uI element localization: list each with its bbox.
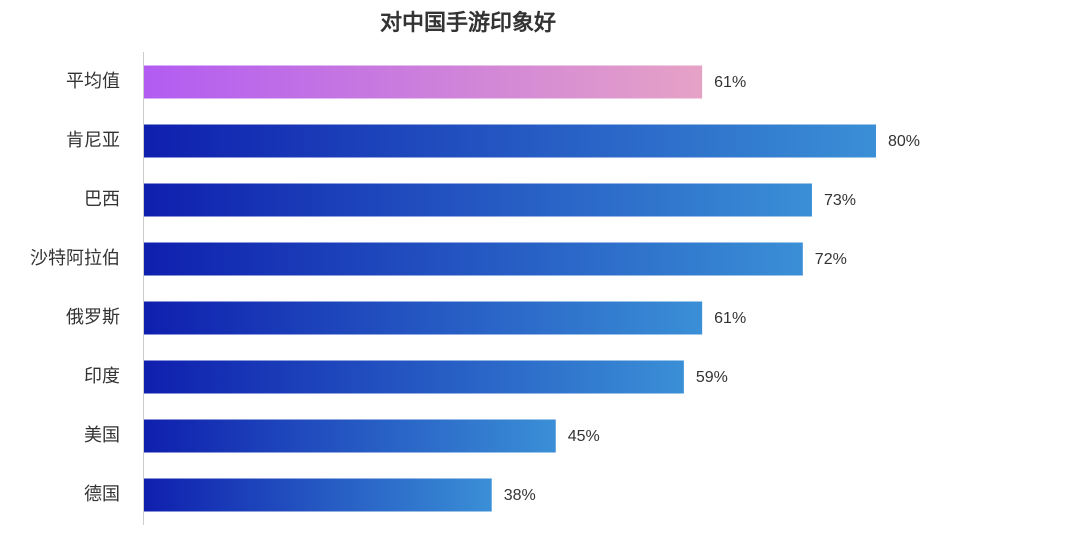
value-label: 61%: [714, 74, 746, 91]
category-label: 俄罗斯: [66, 307, 120, 328]
category-label: 巴西: [84, 189, 120, 210]
bar: [144, 360, 684, 394]
value-label: 45%: [568, 428, 600, 445]
category-label: 沙特阿拉伯: [30, 248, 120, 269]
bar: [144, 124, 876, 158]
category-label: 平均值: [66, 71, 120, 92]
value-label: 80%: [888, 133, 920, 150]
value-label: 72%: [815, 251, 847, 268]
value-label: 61%: [714, 310, 746, 327]
value-label: 73%: [824, 192, 856, 209]
bar: [144, 301, 703, 335]
value-label: 38%: [504, 487, 536, 504]
category-label: 印度: [84, 366, 120, 387]
category-label: 德国: [84, 484, 120, 505]
category-label: 美国: [84, 425, 120, 446]
bar: [144, 478, 492, 512]
bar: [144, 183, 812, 217]
bar: [144, 242, 803, 276]
bar: [144, 419, 556, 453]
chart-title: 对中国手游印象好: [380, 10, 556, 36]
value-label: 59%: [696, 369, 728, 386]
bar: [144, 65, 703, 99]
category-label: 肯尼亚: [66, 130, 120, 151]
